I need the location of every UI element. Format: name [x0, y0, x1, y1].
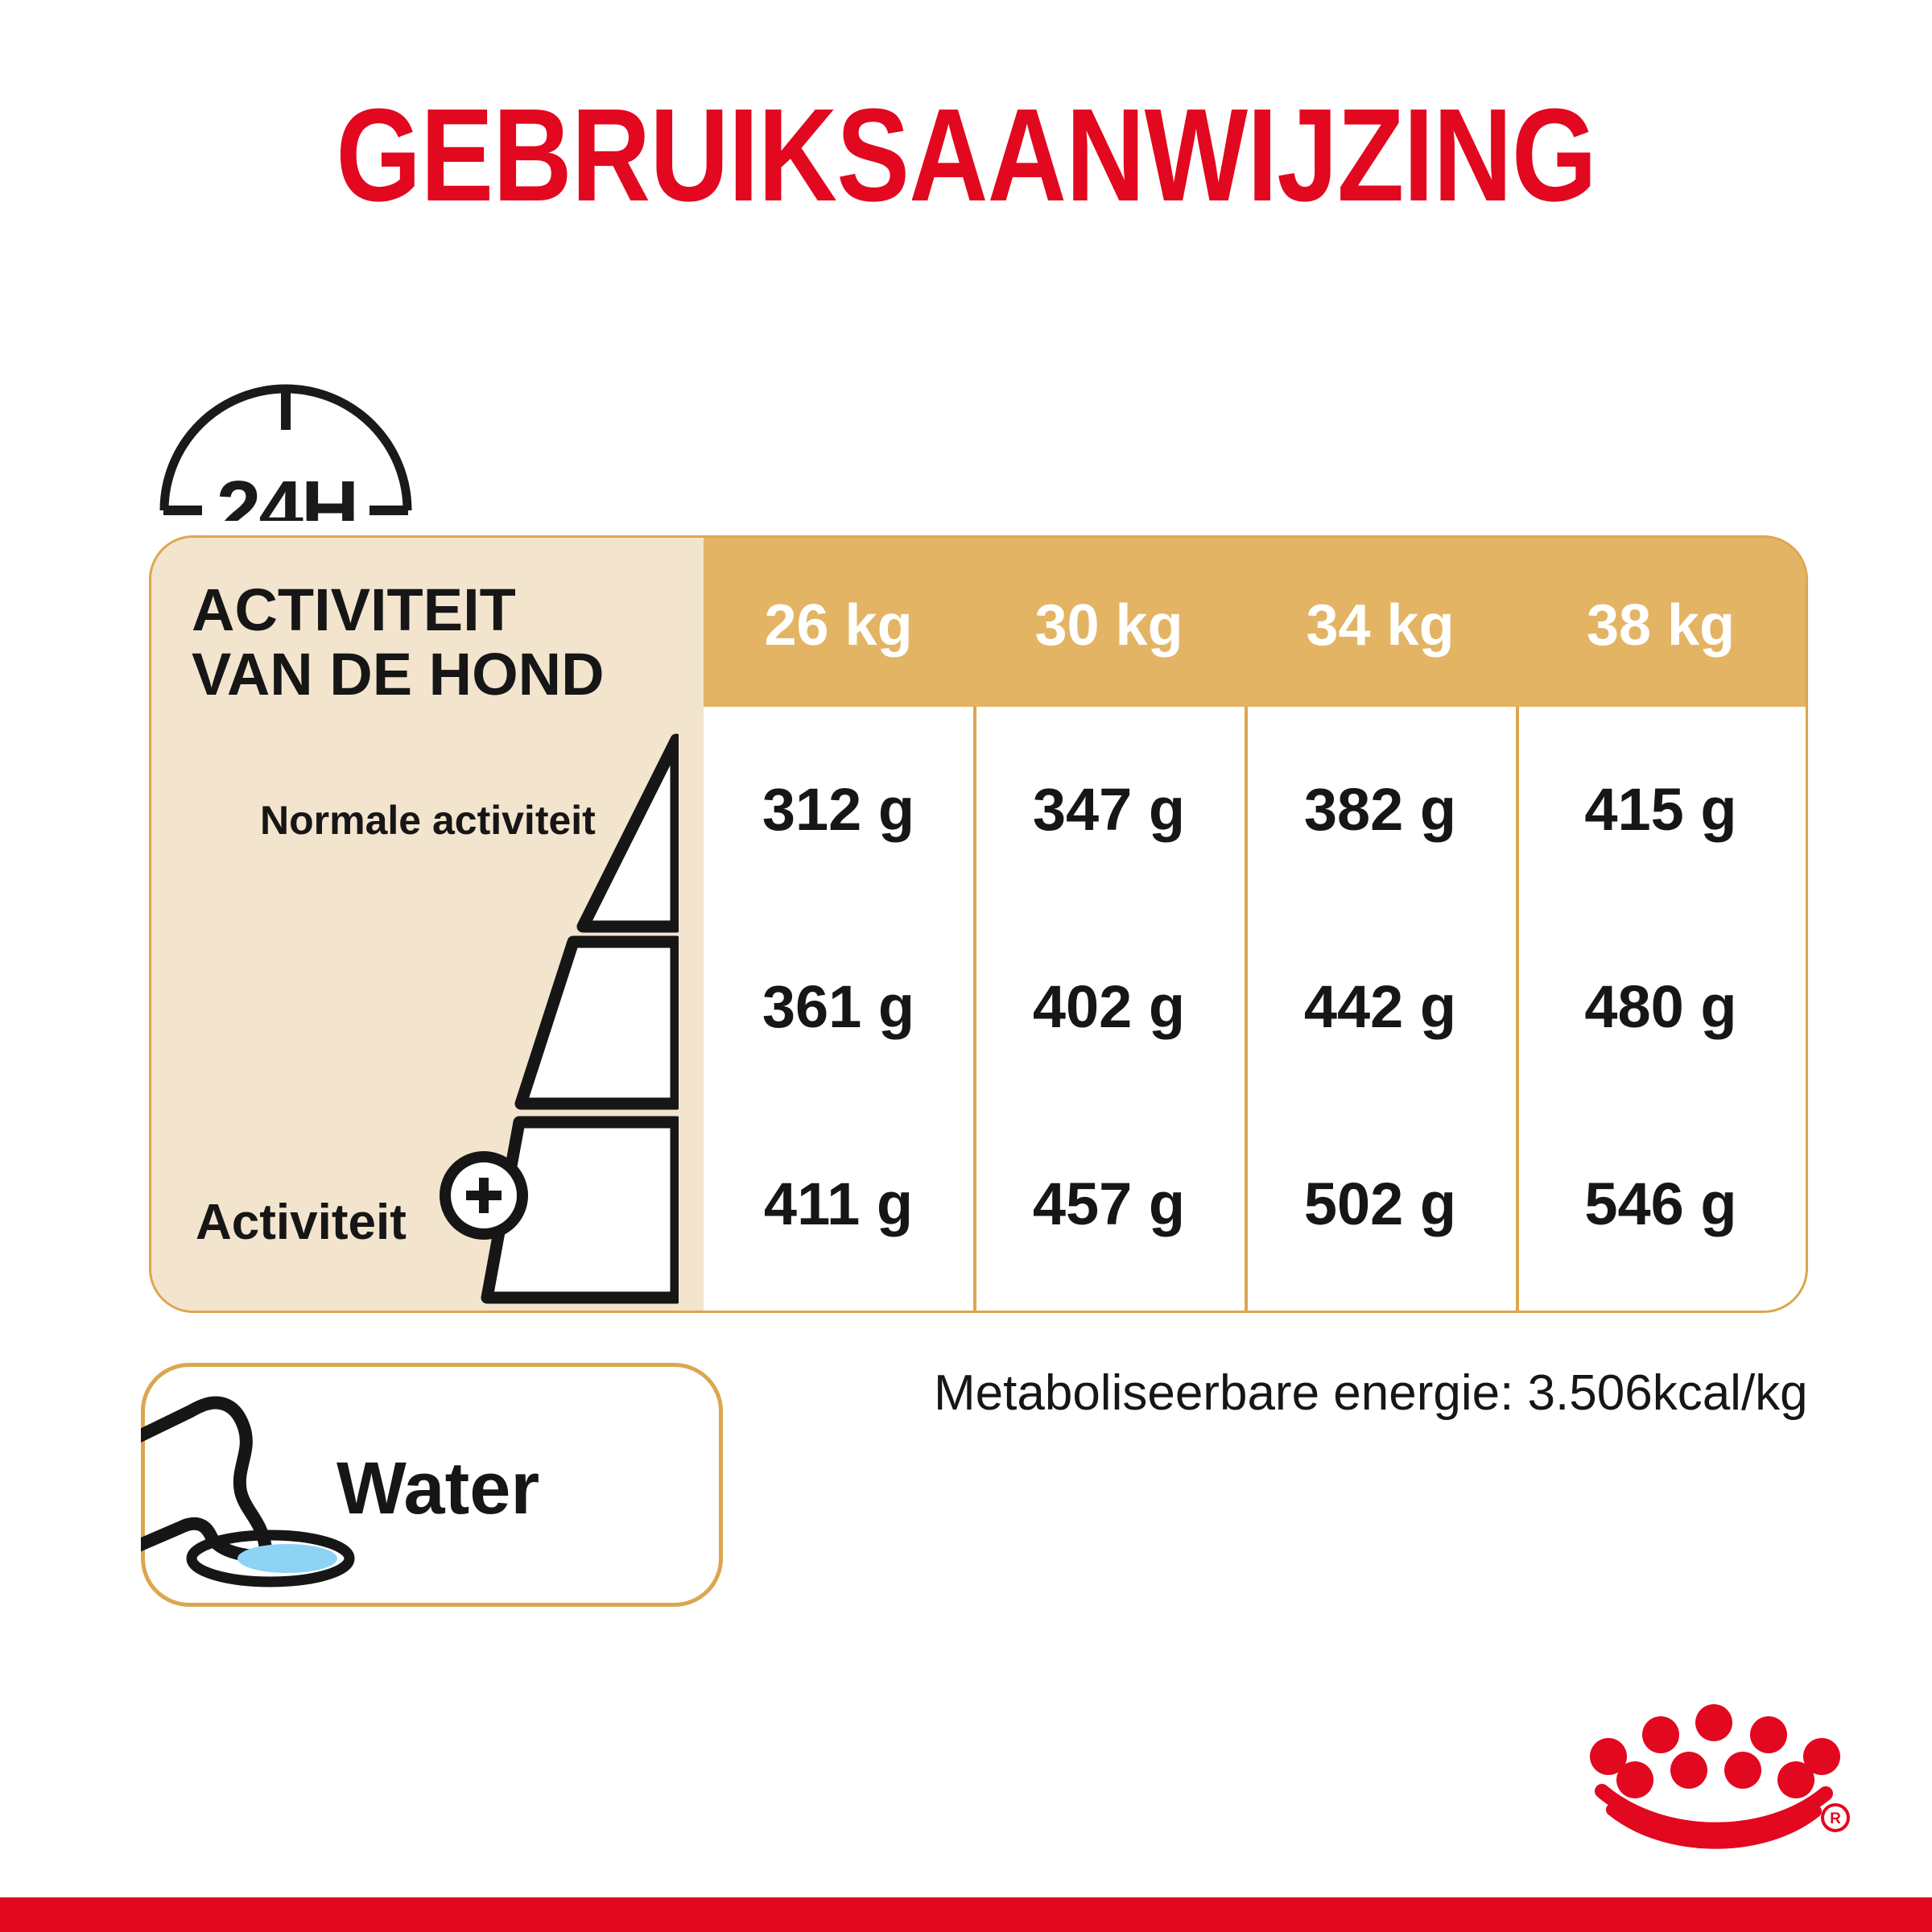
- svg-text:R: R: [1830, 1810, 1841, 1827]
